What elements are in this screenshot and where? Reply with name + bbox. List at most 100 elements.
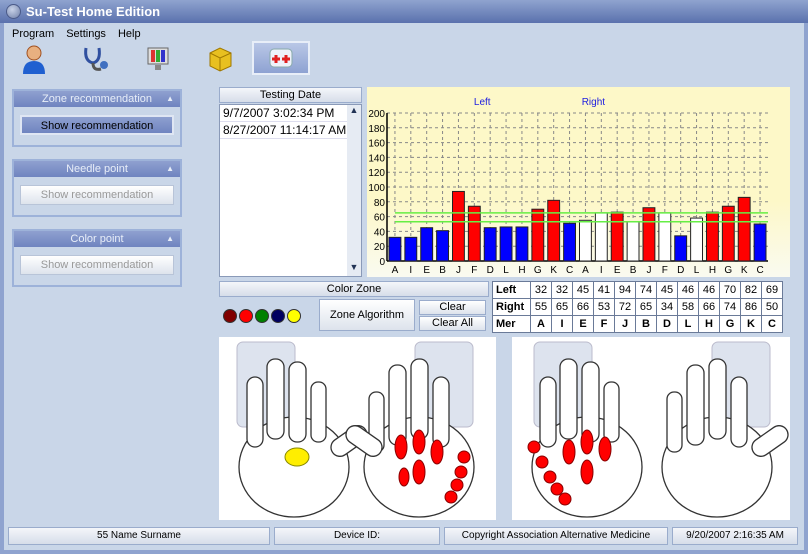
scrollbar[interactable]: ▲ ▼: [347, 105, 361, 276]
menu-program[interactable]: Program: [12, 28, 55, 40]
date-item[interactable]: 8/27/2007 11:14:17 AM: [220, 122, 361, 139]
table-cell: 53: [593, 298, 615, 316]
y-tick-label: 80: [374, 198, 386, 209]
scroll-up-icon[interactable]: ▲: [349, 105, 359, 115]
table-cell: 86: [740, 298, 762, 316]
x-tick-label: L: [503, 265, 509, 276]
x-tick-label: B: [630, 265, 637, 276]
date-item[interactable]: 9/7/2007 3:02:34 PM: [220, 105, 361, 122]
table-row: Mer A I E F J B D L H G K C: [492, 315, 783, 333]
table-cell: 72: [614, 298, 636, 316]
bar: [706, 211, 719, 262]
table-cell: 74: [719, 298, 741, 316]
collapse-icon[interactable]: ▲: [166, 234, 174, 243]
table-cell: 41: [593, 281, 615, 299]
clear-button[interactable]: Clear: [419, 300, 486, 315]
table-cell: 82: [740, 281, 762, 299]
y-tick-label: 160: [368, 139, 385, 150]
x-tick-label: G: [724, 265, 732, 276]
table-cell: 32: [551, 281, 573, 299]
table-cell: E: [572, 315, 594, 333]
table-cell: A: [530, 315, 552, 333]
zone-algorithm-button[interactable]: Zone Algorithm: [319, 299, 415, 331]
title-bar: Su-Test Home Edition: [0, 0, 808, 23]
scroll-down-icon[interactable]: ▼: [349, 262, 359, 272]
menu-settings[interactable]: Settings: [66, 28, 106, 40]
status-device: Device ID:: [274, 527, 440, 545]
x-tick-label: J: [646, 265, 651, 276]
color-zone-header: Color Zone: [219, 281, 489, 297]
stethoscope-icon[interactable]: [78, 42, 114, 76]
bar: [467, 205, 481, 262]
row-label: Left: [492, 281, 531, 299]
table-cell: 70: [719, 281, 741, 299]
meridian-table: Left 32 32 45 41 94 74 45 46 46 70 82 69 Right 55 65 66 5…: [492, 281, 783, 333]
color-swatches: [223, 309, 303, 326]
show-needle-recommendation-button[interactable]: Show recommendation: [20, 185, 174, 205]
row-label: Right: [492, 298, 531, 316]
collapse-icon[interactable]: ▲: [166, 164, 174, 173]
group-label-left: Left: [474, 97, 491, 108]
table-cell: 66: [572, 298, 594, 316]
needle-point-panel: Needle point ▲ Show recommendation: [12, 159, 182, 217]
table-cell: H: [698, 315, 720, 333]
x-tick-label: L: [694, 265, 700, 276]
y-tick-label: 140: [368, 153, 385, 164]
x-tick-label: D: [677, 265, 684, 276]
menu-help[interactable]: Help: [117, 28, 141, 40]
table-cell: 55: [530, 298, 552, 316]
x-tick-label: H: [518, 265, 525, 276]
user-icon[interactable]: [16, 42, 52, 76]
table-cell: 50: [761, 298, 783, 316]
show-color-recommendation-button[interactable]: Show recommendation: [20, 255, 174, 275]
clear-all-button[interactable]: Clear All: [419, 316, 486, 331]
color-swatch[interactable]: [239, 309, 253, 323]
cube-icon[interactable]: [202, 42, 238, 76]
bar: [483, 227, 497, 262]
x-tick-label: E: [614, 265, 621, 276]
bar: [753, 223, 767, 262]
x-tick-label: G: [534, 265, 542, 276]
bar: [579, 219, 592, 262]
bar: [658, 212, 672, 262]
bar: [563, 222, 576, 262]
color-zone: Color Zone Zone Algorithm Clear Clear Al…: [219, 281, 489, 333]
x-tick-label: J: [456, 265, 461, 276]
color-swatch[interactable]: [271, 309, 285, 323]
status-datetime: 9/20/2007 2:16:35 AM: [672, 527, 798, 545]
group-label-right: Right: [582, 97, 606, 108]
collapse-icon[interactable]: ▲: [166, 94, 174, 103]
bar: [547, 199, 561, 262]
x-tick-label: D: [487, 265, 494, 276]
status-user: 55 Name Surname: [8, 527, 270, 545]
color-swatch[interactable]: [223, 309, 237, 323]
zone-recommendation-panel: Zone recommendation ▲ Show recommendation: [12, 89, 182, 147]
right-hands-diagram: [512, 337, 790, 520]
left-hands-diagram: [219, 337, 496, 520]
color-swatch[interactable]: [255, 309, 269, 323]
x-tick-label: C: [756, 265, 763, 276]
table-cell: C: [761, 315, 783, 333]
bar: [420, 227, 434, 262]
x-tick-label: K: [741, 265, 748, 276]
monitor-icon[interactable]: [140, 42, 176, 76]
x-tick-label: A: [582, 265, 589, 276]
y-tick-label: 0: [379, 257, 385, 268]
y-tick-label: 100: [368, 183, 385, 194]
bar: [690, 217, 703, 262]
bar: [388, 236, 402, 262]
bar: [515, 226, 529, 262]
table-cell: 46: [677, 281, 699, 299]
y-tick-label: 120: [368, 168, 385, 179]
first-aid-icon[interactable]: [252, 41, 310, 75]
x-tick-label: I: [409, 265, 412, 276]
table-cell: J: [614, 315, 636, 333]
y-tick-label: 40: [374, 227, 386, 238]
window-menu-icon[interactable]: [6, 4, 21, 19]
table-cell: 65: [551, 298, 573, 316]
show-zone-recommendation-button[interactable]: Show recommendation: [20, 115, 174, 135]
bar: [499, 226, 513, 262]
testing-date-header: Testing Date: [219, 87, 362, 103]
color-swatch[interactable]: [287, 309, 301, 323]
